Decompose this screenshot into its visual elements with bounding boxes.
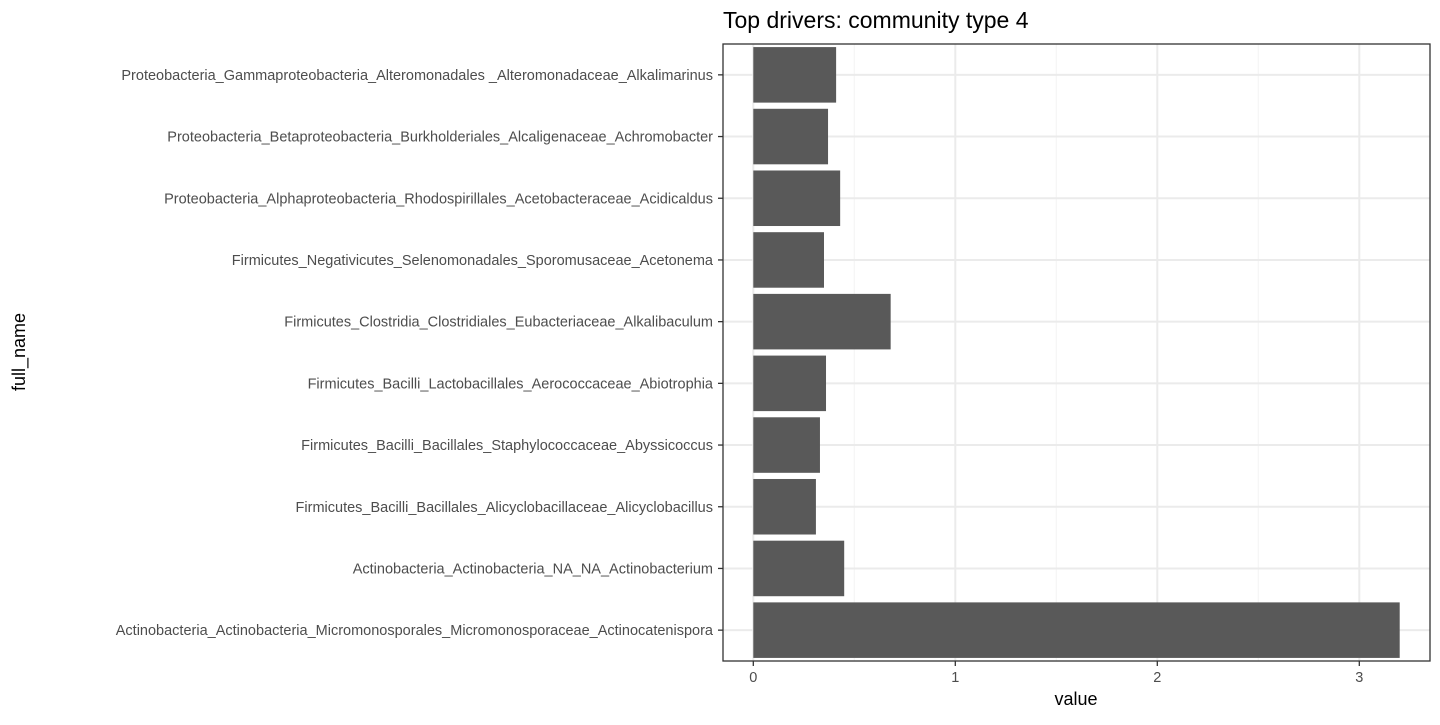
y-tick-label: Firmicutes_Clostridia_Clostridiales_Euba… bbox=[284, 315, 713, 331]
bar bbox=[753, 478, 816, 535]
bar bbox=[753, 170, 841, 227]
grid-layer bbox=[723, 44, 1430, 661]
chart-title: Top drivers: community type 4 bbox=[723, 7, 1029, 33]
bar bbox=[753, 108, 829, 165]
x-axis-title: value bbox=[1054, 689, 1097, 709]
y-tick-label: Proteobacteria_Betaproteobacteria_Burkho… bbox=[167, 130, 713, 146]
bar bbox=[753, 540, 845, 597]
panel-border bbox=[722, 43, 1431, 662]
x-tick-label: 0 bbox=[749, 670, 757, 686]
bar bbox=[753, 232, 824, 288]
bar bbox=[753, 602, 1400, 658]
y-tick-label: Firmicutes_Bacilli_Bacillales_Alicycloba… bbox=[296, 500, 713, 516]
bar-layer bbox=[753, 47, 1400, 658]
y-tick-label: Actinobacteria_Actinobacteria_Micromonos… bbox=[116, 623, 714, 639]
y-tick-label: Firmicutes_Bacilli_Lactobacillales_Aeroc… bbox=[308, 376, 714, 392]
y-tick-label: Firmicutes_Bacilli_Bacillales_Staphyloco… bbox=[301, 438, 713, 454]
bar bbox=[753, 417, 820, 473]
y-axis-title: full_name bbox=[9, 313, 30, 391]
x-tick-label: 2 bbox=[1153, 670, 1161, 686]
bar bbox=[753, 355, 827, 412]
y-tick-label: Proteobacteria_Alphaproteobacteria_Rhodo… bbox=[164, 191, 713, 207]
bar bbox=[753, 293, 891, 350]
y-tick-label: Firmicutes_Negativicutes_Selenomonadales… bbox=[232, 253, 714, 269]
y-tick-label: Actinobacteria_Actinobacteria_NA_NA_Acti… bbox=[353, 561, 713, 577]
axis-layer: 0 1 2 3 Actinobacteria_Actinobacteria_Microm… bbox=[116, 68, 1364, 686]
y-tick-label: Proteobacteria_Gammaproteobacteria_Alter… bbox=[121, 68, 713, 84]
x-tick-label: 1 bbox=[951, 670, 959, 686]
x-tick-label: 3 bbox=[1355, 670, 1363, 686]
bar bbox=[753, 47, 837, 103]
